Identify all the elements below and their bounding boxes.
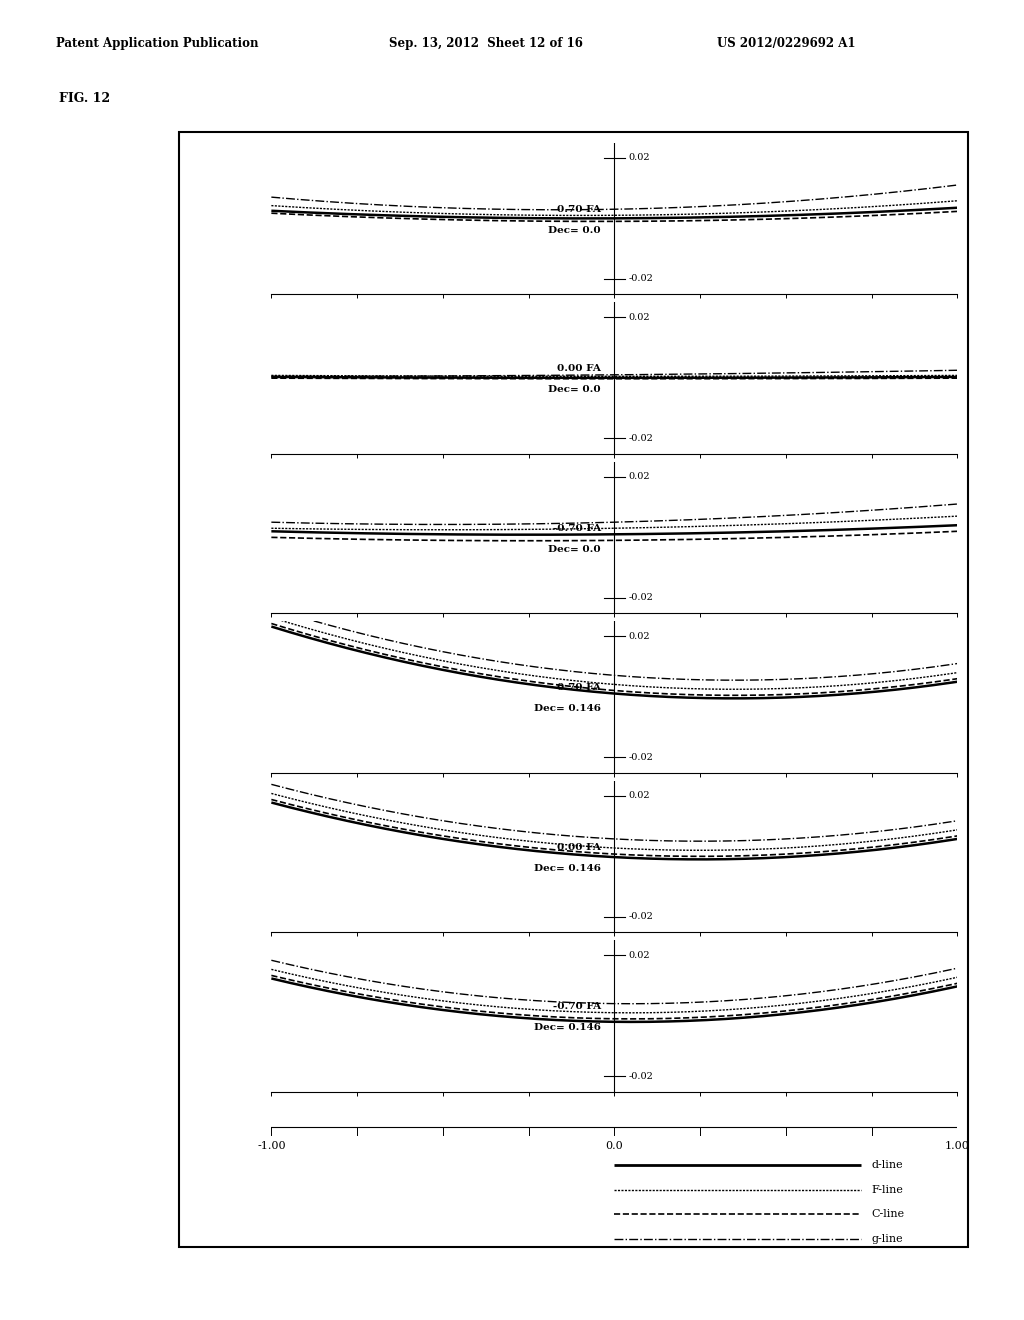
Text: g-line: g-line bbox=[871, 1234, 903, 1245]
Text: 0.02: 0.02 bbox=[628, 632, 650, 640]
Text: 0.70 FA: 0.70 FA bbox=[557, 205, 601, 214]
Text: 0.70 FA: 0.70 FA bbox=[557, 684, 601, 692]
Text: C-line: C-line bbox=[871, 1209, 905, 1220]
Text: Dec= 0.0: Dec= 0.0 bbox=[548, 545, 601, 554]
Text: 1.00: 1.00 bbox=[945, 1140, 970, 1151]
Text: -1.00: -1.00 bbox=[257, 1140, 286, 1151]
Text: 0.02: 0.02 bbox=[628, 791, 650, 800]
Text: -0.02: -0.02 bbox=[628, 912, 653, 921]
Text: Dec= 0.0: Dec= 0.0 bbox=[548, 385, 601, 395]
Text: -0.02: -0.02 bbox=[628, 752, 653, 762]
Text: US 2012/0229692 A1: US 2012/0229692 A1 bbox=[717, 37, 855, 50]
Text: FIG. 12: FIG. 12 bbox=[59, 92, 111, 106]
Text: 0.00 FA: 0.00 FA bbox=[557, 364, 601, 374]
Text: Patent Application Publication: Patent Application Publication bbox=[56, 37, 259, 50]
Text: 0.00 FA: 0.00 FA bbox=[557, 842, 601, 851]
Text: -0.02: -0.02 bbox=[628, 275, 653, 284]
Text: Dec= 0.146: Dec= 0.146 bbox=[534, 865, 601, 873]
Text: Dec= 0.146: Dec= 0.146 bbox=[534, 1023, 601, 1032]
Text: 0.02: 0.02 bbox=[628, 950, 650, 960]
Text: Dec= 0.146: Dec= 0.146 bbox=[534, 705, 601, 714]
Text: 0.02: 0.02 bbox=[628, 313, 650, 322]
Text: -0.02: -0.02 bbox=[628, 434, 653, 444]
Text: Sep. 13, 2012  Sheet 12 of 16: Sep. 13, 2012 Sheet 12 of 16 bbox=[389, 37, 583, 50]
Text: -0.70 FA: -0.70 FA bbox=[553, 524, 601, 533]
Text: -0.70 FA: -0.70 FA bbox=[553, 1002, 601, 1011]
Text: 0.0: 0.0 bbox=[605, 1140, 624, 1151]
Text: -0.02: -0.02 bbox=[628, 1072, 653, 1081]
Text: 0.02: 0.02 bbox=[628, 473, 650, 482]
Text: d-line: d-line bbox=[871, 1159, 903, 1170]
Text: F-line: F-line bbox=[871, 1184, 903, 1195]
Text: 0.02: 0.02 bbox=[628, 153, 650, 162]
Text: Dec= 0.0: Dec= 0.0 bbox=[548, 226, 601, 235]
Text: -0.02: -0.02 bbox=[628, 594, 653, 602]
